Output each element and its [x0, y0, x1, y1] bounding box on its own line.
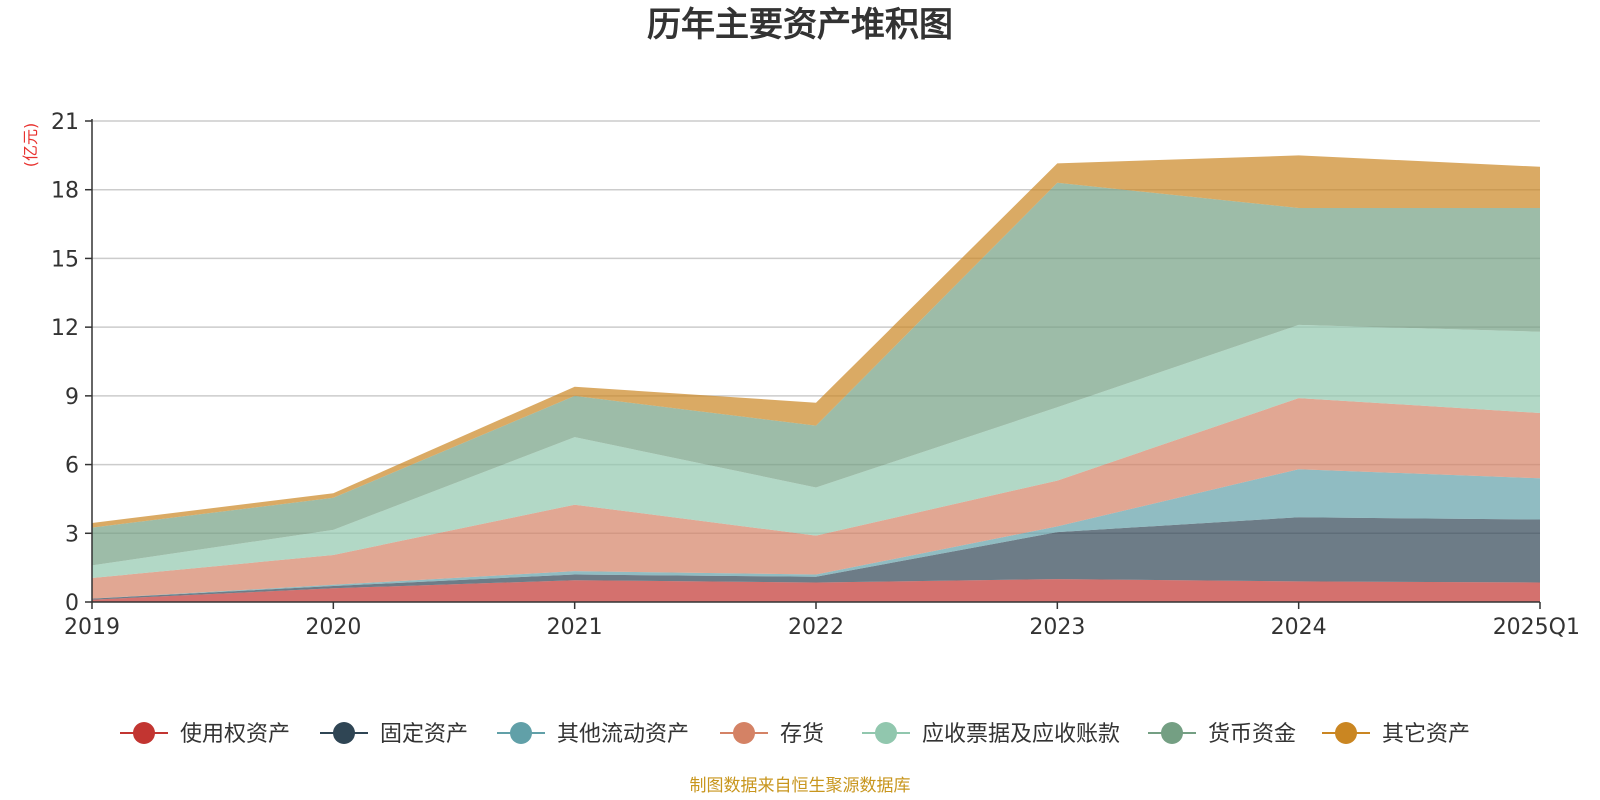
legend-item-2: 其他流动资产: [497, 722, 689, 747]
legend-label-5: 货币资金: [1208, 722, 1296, 747]
legend-label-3: 存货: [780, 722, 824, 747]
x-tick-label-6: 2025Q1: [1493, 615, 1580, 640]
legend-label-2: 其他流动资产: [557, 722, 689, 747]
grid-lines: [92, 120, 1540, 535]
y-tick-label-3: 9: [65, 385, 79, 410]
source-note: 制图数据来自恒生聚源数据库: [690, 776, 911, 796]
legend-item-1: 固定资产: [320, 722, 468, 747]
area-series-5: [92, 182, 1540, 566]
y-tick-label-7: 21: [51, 110, 79, 135]
y-tick-label-6: 18: [51, 179, 79, 204]
legend-label-1: 固定资产: [380, 722, 468, 747]
x-tick-label-4: 2023: [1029, 615, 1085, 640]
x-tick-label-0: 2019: [64, 615, 120, 640]
legend-item-0: 使用权资产: [120, 722, 290, 747]
y-tick-label-5: 15: [51, 247, 79, 272]
area-series-group: [92, 155, 1540, 602]
y-tick-label-0: 0: [65, 591, 79, 616]
legend-marker-3: [733, 722, 755, 744]
y-tick-label-1: 3: [65, 522, 79, 547]
chart-title: 历年主要资产堆积图: [647, 5, 953, 45]
legend-marker-5: [1161, 722, 1183, 744]
x-tick-label-3: 2022: [788, 615, 844, 640]
x-tick-label-2: 2021: [547, 615, 603, 640]
area-series-4: [92, 324, 1540, 578]
x-tick-label-1: 2020: [305, 615, 361, 640]
legend-item-5: 货币资金: [1148, 722, 1296, 747]
legend-marker-2: [510, 722, 532, 744]
y-tick-label-2: 6: [65, 454, 79, 479]
area-series-3: [92, 398, 1540, 599]
axes: 0 3 6 9 12 15 18 21 2019 2020 2021 2022 2023 2024 2025…: [51, 110, 1580, 640]
legend-label-6: 其它资产: [1382, 722, 1470, 747]
area-series-2: [92, 469, 1540, 599]
y-axis-unit-label: (亿元): [21, 123, 40, 168]
legend-marker-4: [875, 722, 897, 744]
y-tick-label-4: 12: [51, 316, 79, 341]
legend-item-3: 存货: [720, 722, 824, 747]
area-series-0: [92, 579, 1540, 602]
legend-label-4: 应收票据及应收账款: [922, 722, 1120, 747]
legend-label-0: 使用权资产: [180, 722, 290, 747]
x-tick-label-5: 2024: [1271, 615, 1327, 640]
legend-marker-0: [133, 722, 155, 744]
area-series-1: [92, 517, 1540, 600]
legend-marker-6: [1335, 722, 1357, 744]
legend-marker-1: [333, 722, 355, 744]
area-series-6: [92, 155, 1540, 528]
legend-item-6: 其它资产: [1322, 722, 1470, 747]
legend-item-4: 应收票据及应收账款: [862, 722, 1120, 747]
legend: 使用权资产 固定资产 其他流动资产 存货 应收票据及应收账款 货币资金 其它资产: [120, 722, 1470, 747]
